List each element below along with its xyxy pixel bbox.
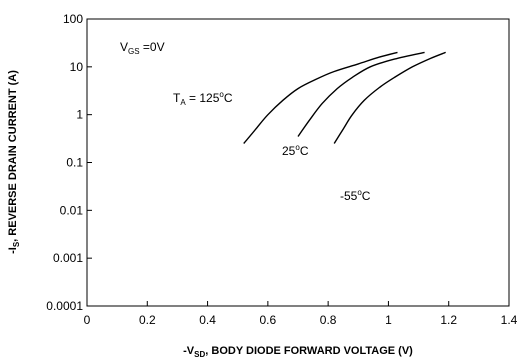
x-tick-label: 1 bbox=[385, 313, 392, 327]
x-axis-label: -VSD, BODY DIODE FORWARD VOLTAGE (V) bbox=[183, 345, 413, 359]
t-25-annotation: 25oC bbox=[282, 143, 309, 158]
ta-125-annotation: TA = 125oC bbox=[173, 90, 233, 107]
y-tick-label: 0.1 bbox=[66, 156, 83, 170]
x-tick-label: 0.2 bbox=[139, 313, 156, 327]
y-axis-ticks: 0.0001 0.001 0.01 0.1 1 10 100 bbox=[46, 12, 92, 313]
x-tick-label: 1.2 bbox=[440, 313, 457, 327]
y-tick-label: 0.01 bbox=[60, 203, 84, 217]
vgs-annotation: VGS =0V bbox=[120, 40, 165, 56]
x-tick-label: 1.4 bbox=[501, 313, 518, 327]
series-group bbox=[243, 51, 446, 144]
plot-area-frame bbox=[86, 18, 510, 307]
x-tick-label: 0.4 bbox=[199, 313, 216, 327]
series-minus-55c-line bbox=[333, 51, 446, 144]
series-125c-line bbox=[243, 51, 398, 144]
y-tick-label: 0.0001 bbox=[46, 299, 83, 313]
y-tick-label: 0.001 bbox=[53, 251, 83, 265]
series-25c-line bbox=[297, 51, 425, 137]
x-tick-label: 0.6 bbox=[260, 313, 277, 327]
y-tick-label: 100 bbox=[63, 12, 83, 26]
x-tick-label: 0 bbox=[84, 313, 91, 327]
t-minus-55-annotation: -55oC bbox=[340, 188, 371, 203]
y-tick-label: 10 bbox=[70, 60, 84, 74]
x-axis-ticks: 0 0.2 0.4 0.6 0.8 1 1.2 1.4 bbox=[84, 301, 518, 327]
y-tick-label: 1 bbox=[76, 108, 83, 122]
x-tick-label: 0.8 bbox=[320, 313, 337, 327]
y-axis-label: -IS, REVERSE DRAIN CURRENT (A) bbox=[7, 70, 21, 254]
